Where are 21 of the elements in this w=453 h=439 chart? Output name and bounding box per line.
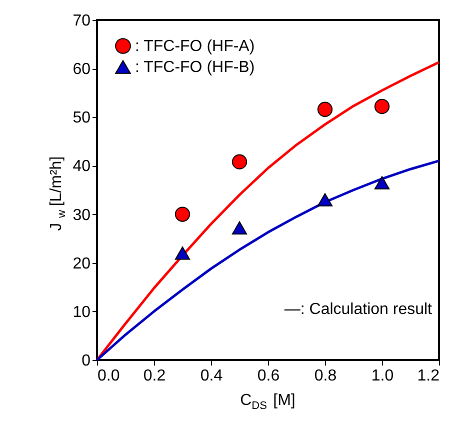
y-tick-label: 10 <box>72 304 91 321</box>
y-tick-label: 30 <box>72 206 91 224</box>
x-tick-label: 0.0 <box>98 368 120 384</box>
x-tick-label: 1.2 <box>417 368 440 384</box>
y-tick-label: 40 <box>72 158 91 176</box>
legend-label: : TFC-FO (HF-B) <box>135 59 255 76</box>
x-tick-label: 1.0 <box>371 368 394 384</box>
y-tick-label: 70 <box>72 12 91 30</box>
y-tick-label: 20 <box>72 255 91 272</box>
x-tick-label: 0.2 <box>143 368 166 384</box>
line-series <box>96 160 440 362</box>
x-tick-label: 0.6 <box>257 368 280 384</box>
y-tick-label: 0 <box>82 352 91 370</box>
y-axis-title: Jw [L/m²h] <box>48 156 68 231</box>
legend-label: : TFC-FO (HF-A) <box>135 38 255 55</box>
y-tick-label: 60 <box>72 61 91 78</box>
x-tick-label: 0.4 <box>200 368 223 384</box>
x-tick-label: 0.8 <box>314 368 337 384</box>
y-tick-label: 50 <box>72 110 91 127</box>
line-series <box>96 61 440 362</box>
annotation: —: Calculation result <box>284 301 433 318</box>
